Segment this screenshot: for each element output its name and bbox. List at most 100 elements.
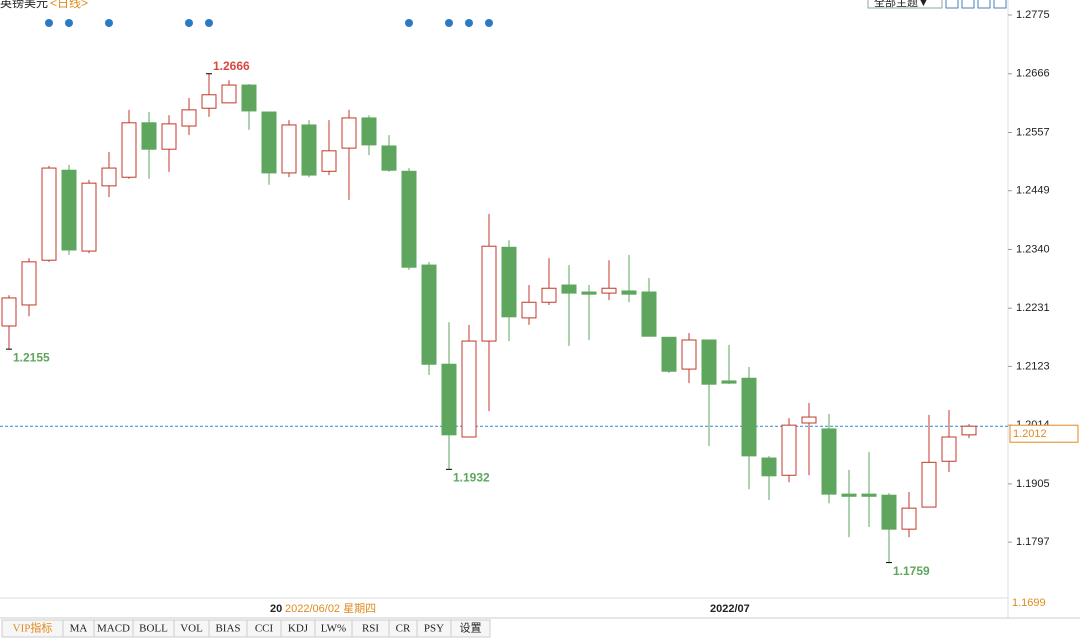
title: 英镑美元 xyxy=(0,0,48,10)
x-tick-label: 2022/07 xyxy=(710,603,750,615)
theme-button[interactable] xyxy=(867,0,943,9)
candle-body xyxy=(281,124,297,174)
signal-dot xyxy=(185,19,193,27)
candle-body xyxy=(261,111,277,174)
signal-dot xyxy=(205,19,213,27)
candle-body xyxy=(361,117,377,146)
candle-body xyxy=(141,122,157,150)
candle-body xyxy=(861,493,877,497)
candle-body xyxy=(1,297,17,327)
signal-dot xyxy=(485,19,493,27)
candle-body xyxy=(241,84,257,112)
tab-label[interactable]: BOLL xyxy=(139,623,168,635)
candle-body xyxy=(621,290,637,295)
signal-dot xyxy=(105,19,113,27)
y-tick-label: 1.2666 xyxy=(1016,68,1050,80)
candle-body xyxy=(781,424,797,476)
icon[interactable] xyxy=(993,0,1007,9)
tab-label[interactable]: MA xyxy=(70,623,88,635)
candle-body xyxy=(681,339,697,370)
candle-body xyxy=(561,284,577,294)
candle-body xyxy=(841,493,857,497)
signal-dot xyxy=(65,19,73,27)
tab-label[interactable]: VOL xyxy=(180,623,203,635)
y-tick-label: 1.1797 xyxy=(1016,536,1050,548)
candle-body xyxy=(601,287,617,294)
signal-dot xyxy=(445,19,453,27)
icon[interactable] xyxy=(961,0,975,9)
tab-label[interactable]: 设置 xyxy=(460,622,482,635)
candle-body xyxy=(401,170,417,268)
candle-body xyxy=(501,246,517,318)
candle-body xyxy=(741,377,757,457)
candle-body xyxy=(321,150,337,172)
candle-body xyxy=(821,428,837,495)
signal-dot xyxy=(45,19,53,27)
tab-label[interactable]: CR xyxy=(396,623,411,635)
y-tick-label: 1.2557 xyxy=(1016,126,1050,138)
candle-body xyxy=(521,301,537,319)
candle-body xyxy=(641,291,657,337)
extreme-label: 1.2666 xyxy=(213,59,250,73)
candle-body xyxy=(701,339,717,385)
extreme-label: 1.1932 xyxy=(453,471,490,485)
candle-body xyxy=(901,507,917,530)
candle-body xyxy=(101,167,117,187)
candle-body xyxy=(181,109,197,127)
tab-label[interactable]: LW% xyxy=(321,623,346,635)
y-tick-label: 1.2340 xyxy=(1016,243,1050,255)
candle-body xyxy=(121,122,137,178)
candle-body xyxy=(541,287,557,303)
candle-body xyxy=(441,363,457,436)
tab-label[interactable]: BIAS xyxy=(215,623,240,635)
toolbar-icons xyxy=(945,0,1007,9)
tab-label[interactable]: CCI xyxy=(255,623,274,635)
candle-body xyxy=(161,123,177,150)
signal-dot xyxy=(465,19,473,27)
candle-body xyxy=(41,167,57,261)
y-tick-label: 1.1905 xyxy=(1016,478,1050,490)
cursor-date: 2022/06/02 星期四 xyxy=(285,602,376,615)
signal-dot xyxy=(405,19,413,27)
icon[interactable] xyxy=(977,0,991,9)
tab[interactable] xyxy=(450,619,491,638)
cursor-value: 1.1699 xyxy=(1012,597,1046,609)
y-tick-label: 1.2123 xyxy=(1016,360,1050,372)
candle-body xyxy=(881,494,897,530)
candle-body xyxy=(61,169,77,251)
candle-body xyxy=(221,84,237,104)
candle-body xyxy=(941,436,957,462)
tab-label[interactable]: PSY xyxy=(424,623,444,635)
tab-label[interactable]: MACD xyxy=(97,623,130,635)
tab-label[interactable]: VIP指标 xyxy=(13,621,53,635)
y-tick-label: 1.2775 xyxy=(1016,9,1050,21)
candle-body xyxy=(381,145,397,171)
candle-body xyxy=(481,245,497,342)
candle-body xyxy=(201,94,217,109)
period: <日线> xyxy=(50,0,88,10)
candle-body xyxy=(801,416,817,424)
theme-button-label[interactable]: 全部主题▼ xyxy=(874,0,929,9)
tab-label[interactable]: RSI xyxy=(362,623,379,635)
candle-body xyxy=(341,117,357,149)
candle-body xyxy=(661,336,677,372)
candle-body xyxy=(721,380,737,384)
candle-body xyxy=(21,261,37,306)
candle-body xyxy=(761,457,777,477)
last-price-box xyxy=(1009,424,1079,443)
signal-dots xyxy=(45,19,493,27)
candle-body xyxy=(961,425,977,436)
y-tick-label: 1.2231 xyxy=(1016,302,1050,314)
candle-body xyxy=(301,124,317,176)
x-tick-label: 20 xyxy=(270,603,282,615)
extreme-label: 1.1759 xyxy=(893,564,930,578)
last-price-label: 1.2012 xyxy=(1013,428,1047,440)
candle-body xyxy=(81,182,97,252)
icon[interactable] xyxy=(945,0,959,9)
tab-label[interactable]: KDJ xyxy=(288,623,309,635)
candle-body xyxy=(581,291,597,295)
candle-body xyxy=(421,264,437,365)
candle-body xyxy=(921,461,937,508)
y-tick-label: 1.2449 xyxy=(1016,185,1050,197)
